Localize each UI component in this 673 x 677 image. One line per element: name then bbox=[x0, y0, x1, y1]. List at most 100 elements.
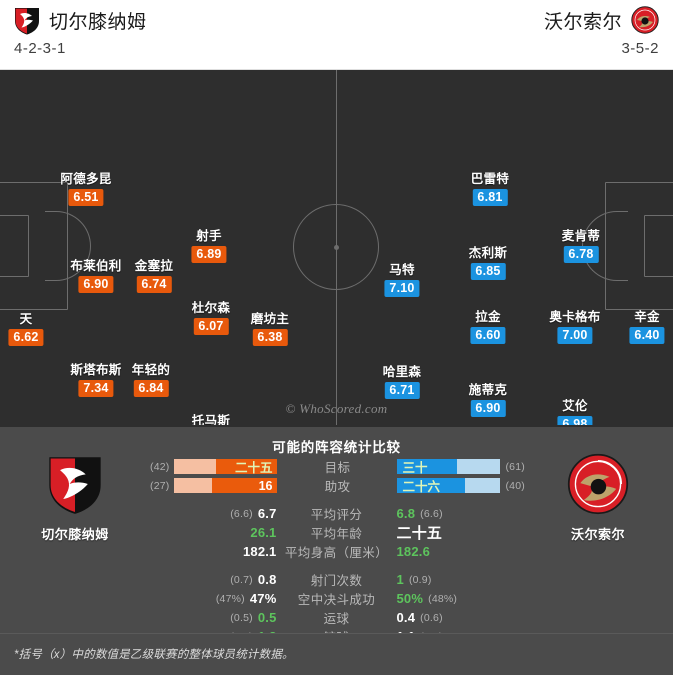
stats-comparison-panel: 可能的阵容统计比较 切尔膝纳姆 沃尔索 bbox=[0, 425, 673, 645]
player-marker[interactable]: 年轻的 6.84 bbox=[132, 364, 170, 397]
player-marker[interactable]: 斯塔布斯 7.34 bbox=[70, 364, 121, 397]
home-league-average: (42) bbox=[150, 460, 170, 473]
home-stat-bar: 二十五 bbox=[174, 459, 278, 474]
home-stat-value: 0.5 bbox=[257, 610, 277, 625]
player-marker[interactable]: 艾伦 6.98 bbox=[557, 399, 593, 425]
cheltenham-badge-icon bbox=[0, 453, 150, 515]
player-marker[interactable]: 射手 6.89 bbox=[191, 229, 227, 263]
stat-label: 平均评分 bbox=[310, 508, 363, 522]
player-name: 辛金 bbox=[634, 310, 660, 324]
player-name: 斯塔布斯 bbox=[70, 363, 122, 377]
player-marker[interactable]: 辛金 6.40 bbox=[629, 310, 665, 344]
player-marker[interactable]: 拉金 6.60 bbox=[470, 310, 506, 344]
player-marker[interactable]: 施蒂克 6.90 bbox=[469, 384, 507, 417]
away-formation: 3-5-2 bbox=[621, 40, 659, 57]
player-rating-badge: 7.10 bbox=[384, 279, 420, 297]
player-name: 杰利斯 bbox=[468, 246, 508, 260]
home-stat-value: 0.8 bbox=[257, 572, 277, 587]
player-rating-badge: 6.90 bbox=[470, 399, 506, 417]
player-marker[interactable]: 巴雷特 6.81 bbox=[471, 173, 509, 206]
player-rating-badge: 6.40 bbox=[629, 326, 665, 344]
away-stat-bar: 三十 bbox=[397, 459, 501, 474]
player-marker[interactable]: 麦肯蒂 6.78 bbox=[562, 230, 600, 263]
player-name: 巴雷特 bbox=[470, 172, 510, 186]
away-stat-value: 三十 bbox=[402, 461, 428, 474]
cheltenham-badge-icon bbox=[14, 6, 40, 35]
stat-bar-row: (27) 16 助攻 二十六 (40) bbox=[150, 476, 525, 495]
player-rating-badge: 6.85 bbox=[470, 262, 506, 280]
home-stat-value: 26.1 bbox=[250, 525, 277, 540]
player-marker[interactable]: 杜尔森 6.07 bbox=[192, 302, 230, 335]
home-team-name: 切尔膝纳姆 bbox=[49, 12, 147, 33]
player-marker[interactable]: 布莱伯利 6.90 bbox=[70, 260, 121, 293]
player-marker[interactable]: 哈里森 6.71 bbox=[383, 366, 421, 399]
player-rating-badge: 6.51 bbox=[68, 188, 104, 206]
match-header: 切尔膝纳姆 4-2-3-1 沃尔索尔 3-5-2 bbox=[0, 0, 673, 70]
player-name: 艾伦 bbox=[562, 399, 588, 413]
away-league-average: (0.9) bbox=[408, 573, 432, 586]
player-marker[interactable]: 磨坊主 6.38 bbox=[251, 313, 289, 346]
footnote-text: *括号（x）中的数值是乙级联赛的整体球员统计数据。 bbox=[14, 649, 294, 661]
stat-row: 182.1 平均身高（厘米） 182.6 bbox=[150, 542, 523, 561]
away-league-average: (48%) bbox=[428, 592, 458, 605]
player-marker[interactable]: 天 6.62 bbox=[8, 312, 44, 346]
player-marker[interactable]: 托马斯6.91 bbox=[192, 415, 230, 425]
bar-fill bbox=[397, 478, 466, 493]
player-name: 金塞拉 bbox=[134, 259, 174, 273]
stat-label: 助攻 bbox=[324, 480, 351, 494]
home-stat-value: 6.7 bbox=[257, 506, 277, 521]
player-rating-badge: 7.00 bbox=[557, 326, 593, 344]
home-team-header[interactable]: 切尔膝纳姆 bbox=[14, 6, 147, 35]
player-name: 天 bbox=[19, 312, 33, 326]
stat-row: (6.6) 6.7 平均评分 6.8 (6.6) bbox=[150, 504, 523, 523]
player-marker[interactable]: 奥卡格布 7.00 bbox=[549, 311, 600, 344]
home-league-average: (0.7) bbox=[230, 573, 253, 586]
stat-row: (47%) 47% 空中决斗成功 50% (48%) bbox=[150, 589, 523, 608]
bar-fill bbox=[211, 478, 278, 493]
away-stat-value: 182.6 bbox=[396, 544, 431, 559]
stat-label: 运球 bbox=[323, 612, 350, 626]
player-name: 马特 bbox=[389, 263, 415, 277]
player-rating-badge: 6.62 bbox=[8, 328, 44, 346]
away-team-badge-column: 沃尔索尔 bbox=[523, 445, 673, 543]
player-name: 麦肯蒂 bbox=[561, 229, 601, 243]
player-marker[interactable]: 杰利斯 6.85 bbox=[469, 247, 507, 280]
player-name: 拉金 bbox=[475, 310, 501, 324]
player-name: 哈里森 bbox=[382, 365, 422, 379]
player-marker[interactable]: 阿德多昆 6.51 bbox=[60, 173, 111, 206]
player-rating-badge: 6.81 bbox=[472, 188, 508, 206]
player-name: 布莱伯利 bbox=[70, 259, 122, 273]
stats-table: (42) 二十五 目标 三十 (61) (27) 16 助攻 二十六 (40) (6.6) 6.7 平均… bbox=[150, 457, 525, 646]
bar-fill bbox=[397, 459, 458, 474]
away-league-average: (0.6) bbox=[420, 611, 443, 624]
away-stat-value: 50% bbox=[396, 591, 424, 606]
player-name: 年轻的 bbox=[131, 363, 171, 377]
away-stat-value: 0.4 bbox=[396, 610, 416, 625]
home-league-average: (27) bbox=[150, 479, 170, 492]
player-marker[interactable]: 马特 7.10 bbox=[384, 263, 420, 297]
player-rating-badge: 6.60 bbox=[470, 326, 506, 344]
stat-bar-row: (42) 二十五 目标 三十 (61) bbox=[150, 457, 525, 476]
away-team-name: 沃尔索尔 bbox=[543, 11, 622, 33]
home-stat-bar: 16 bbox=[174, 478, 278, 493]
bar-fill bbox=[215, 459, 278, 474]
whoscored-watermark: © WhoScored.com bbox=[285, 401, 388, 416]
player-marker[interactable]: 金塞拉 6.74 bbox=[135, 260, 173, 293]
home-stat-value: 16 bbox=[258, 478, 273, 493]
player-name: 杜尔森 bbox=[191, 301, 231, 315]
away-team-label: 沃尔索尔 bbox=[570, 527, 625, 542]
stat-row: (0.7) 0.8 射门次数 1 (0.9) bbox=[150, 570, 523, 589]
stat-group-divider bbox=[150, 495, 523, 504]
walsall-badge-icon bbox=[523, 453, 673, 515]
player-name: 射手 bbox=[196, 229, 222, 243]
pitch: 阿德多昆 6.51 射手 6.89 布莱伯利 6.90 金塞拉 6.74 天 6.62 杜尔森 6.0… bbox=[0, 70, 673, 425]
home-stat-value: 182.1 bbox=[242, 544, 277, 559]
player-rating-badge: 6.71 bbox=[384, 381, 420, 399]
away-team-header[interactable]: 沃尔索尔 bbox=[544, 6, 659, 34]
away-league-average: (61) bbox=[505, 460, 525, 473]
stat-label: 平均年龄 bbox=[310, 527, 363, 541]
stat-label: 空中决斗成功 bbox=[297, 593, 376, 607]
walsall-badge-icon bbox=[631, 6, 659, 34]
player-name: 奥卡格布 bbox=[549, 310, 601, 324]
